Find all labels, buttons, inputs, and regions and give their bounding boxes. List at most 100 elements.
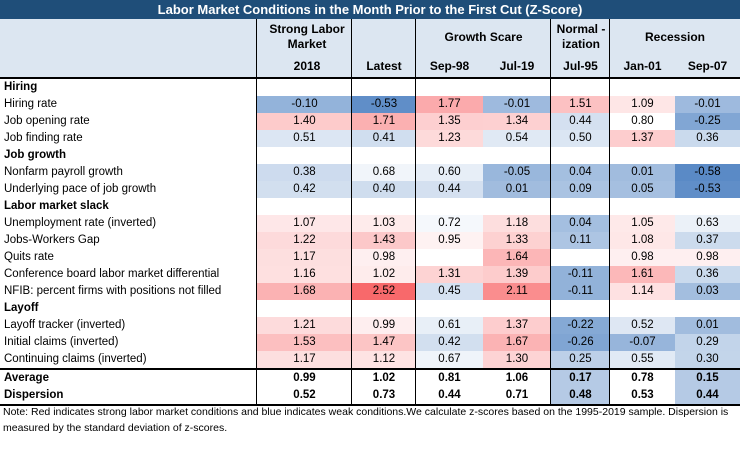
value-cell: 1.16 xyxy=(257,266,352,283)
value-cell: 0.11 xyxy=(551,232,610,249)
value-cell xyxy=(416,198,483,215)
value-cell: 0.73 xyxy=(352,387,416,406)
value-cell xyxy=(551,249,610,266)
value-cell: 0.36 xyxy=(675,130,740,147)
value-cell: -0.05 xyxy=(483,164,551,181)
value-cell: 0.81 xyxy=(416,368,483,387)
value-cell xyxy=(416,300,483,317)
value-cell xyxy=(675,300,740,317)
value-cell: 0.01 xyxy=(483,181,551,198)
value-cell: 1.40 xyxy=(257,113,352,130)
table-row: Quits rate 1.17 0.98 1.64 0.98 0.98 xyxy=(0,249,740,266)
value-cell: 0.42 xyxy=(257,181,352,198)
value-cell: 0.38 xyxy=(257,164,352,181)
divider-recession xyxy=(609,19,610,404)
value-cell xyxy=(551,147,610,164)
value-cell xyxy=(610,300,675,317)
section-header-row: Layoff xyxy=(0,300,740,317)
value-cell xyxy=(483,300,551,317)
value-cell: 1.77 xyxy=(416,96,483,113)
value-cell: 0.04 xyxy=(551,164,610,181)
table-row: Hiring rate -0.10 -0.53 1.77 -0.01 1.51 1.09 -0… xyxy=(0,96,740,113)
value-cell xyxy=(551,198,610,215)
row-label: Job growth xyxy=(4,149,66,161)
row-label: NFIB: percent firms with positions not f… xyxy=(4,285,222,297)
value-cell: 0.68 xyxy=(352,164,416,181)
table-row: Job finding rate 0.51 0.41 1.23 0.54 0.50 1.37… xyxy=(0,130,740,147)
col-header-jul19: Jul-19 xyxy=(499,59,535,73)
group-normal-label: Normal -ization xyxy=(556,22,606,51)
table-row: Jobs-Workers Gap 1.22 1.43 0.95 1.33 0.11 1.08… xyxy=(0,232,740,249)
row-label: Labor market slack xyxy=(4,200,109,212)
value-cell: 1.37 xyxy=(483,317,551,334)
value-cell: 0.78 xyxy=(610,368,675,387)
value-cell: 0.05 xyxy=(610,181,675,198)
value-cell xyxy=(483,79,551,96)
value-cell: 0.71 xyxy=(483,387,551,406)
row-label: Job finding rate xyxy=(4,132,83,144)
value-cell: 1.21 xyxy=(257,317,352,334)
row-label: Unemployment rate (inverted) xyxy=(4,217,157,229)
row-label: Conference board labor market differenti… xyxy=(4,268,220,280)
value-cell xyxy=(675,198,740,215)
value-cell: 1.30 xyxy=(483,351,551,369)
value-cell: 1.07 xyxy=(257,215,352,232)
row-label: Layoff tracker (inverted) xyxy=(4,319,126,331)
value-cell xyxy=(416,79,483,96)
value-cell: 1.51 xyxy=(551,96,610,113)
summary-row: Dispersion 0.52 0.73 0.44 0.71 0.48 0.53 0.44 xyxy=(0,387,740,406)
value-cell: 1.68 xyxy=(257,283,352,300)
value-cell: 0.99 xyxy=(352,317,416,334)
value-cell: 1.34 xyxy=(483,113,551,130)
row-label: Continuing claims (inverted) xyxy=(4,353,147,365)
col-header-sep07: Sep-07 xyxy=(687,59,728,73)
table-row: Conference board labor market differenti… xyxy=(0,266,740,283)
row-label: Quits rate xyxy=(4,251,54,263)
value-cell: 1.02 xyxy=(352,266,416,283)
value-cell: -0.11 xyxy=(551,283,610,300)
value-cell: -0.10 xyxy=(257,96,352,113)
value-cell: 0.52 xyxy=(257,387,352,406)
row-label: Layoff xyxy=(4,302,39,314)
value-cell: 1.47 xyxy=(352,334,416,351)
row-label: Hiring rate xyxy=(4,98,58,110)
value-cell: 1.05 xyxy=(610,215,675,232)
value-cell: 1.39 xyxy=(483,266,551,283)
row-label: Average xyxy=(0,368,257,387)
section-header-row: Labor market slack xyxy=(0,198,740,215)
value-cell: 1.09 xyxy=(610,96,675,113)
col-header-jul95: Jul-95 xyxy=(563,59,598,73)
value-cell: 0.17 xyxy=(551,368,610,387)
value-cell: 1.67 xyxy=(483,334,551,351)
value-cell: 0.67 xyxy=(416,351,483,369)
table-row: Underlying pace of job growth 0.42 0.40 0.4… xyxy=(0,181,740,198)
value-cell xyxy=(352,79,416,96)
value-cell: -0.07 xyxy=(610,334,675,351)
value-cell xyxy=(551,79,610,96)
value-cell: 0.37 xyxy=(675,232,740,249)
value-cell: 0.01 xyxy=(675,317,740,334)
col-header-2018: 2018 xyxy=(293,59,321,73)
value-cell xyxy=(257,79,352,96)
section-header-row: Job growth xyxy=(0,147,740,164)
value-cell: 1.17 xyxy=(257,351,352,369)
table-row: Initial claims (inverted) 1.53 1.47 0.42 1.6… xyxy=(0,334,740,351)
group-recession-label: Recession xyxy=(644,30,706,44)
value-cell: -0.22 xyxy=(551,317,610,334)
value-cell: 0.01 xyxy=(610,164,675,181)
value-cell: 1.22 xyxy=(257,232,352,249)
value-cell: 0.48 xyxy=(551,387,610,406)
table-row: Job opening rate 1.40 1.71 1.35 1.34 0.44 0.80… xyxy=(0,113,740,130)
table-title: Labor Market Conditions in the Month Pri… xyxy=(0,0,740,19)
value-cell xyxy=(352,198,416,215)
value-cell: 0.63 xyxy=(675,215,740,232)
value-cell: 1.14 xyxy=(610,283,675,300)
value-cell: 1.35 xyxy=(416,113,483,130)
value-cell: 0.30 xyxy=(675,351,740,369)
value-cell: 0.53 xyxy=(610,387,675,406)
divider-label xyxy=(256,19,257,404)
table-row: NFIB: percent firms with positions not f… xyxy=(0,283,740,300)
row-label: Jobs-Workers Gap xyxy=(4,234,100,246)
value-cell xyxy=(610,147,675,164)
